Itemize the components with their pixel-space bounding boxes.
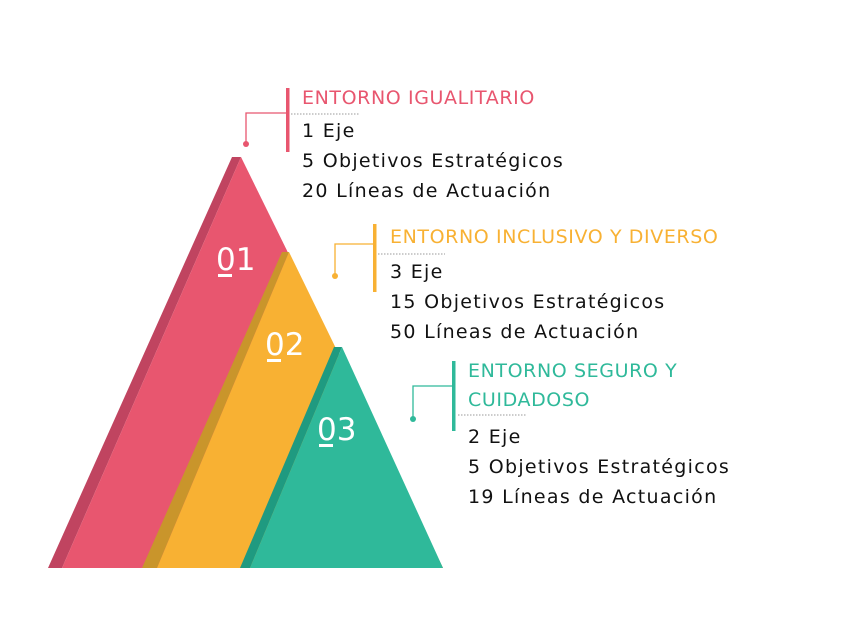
section-2-axes: 3 Eje	[390, 261, 444, 283]
section-title-3-line-2: CUIDADOSO	[468, 389, 591, 411]
number-underline	[319, 444, 333, 447]
section-title-2: ENTORNO INCLUSIVO Y DIVERSO	[390, 226, 719, 248]
callout-connector-2	[332, 224, 445, 292]
pyramid-layer-3	[250, 347, 443, 568]
section-number-1: 01	[216, 242, 255, 278]
pyramid-layer-3-edge	[240, 347, 342, 568]
section-1-objectives: 5 Objetivos Estratégicos	[302, 150, 565, 172]
section-3-action-lines: 19 Líneas de Actuación	[468, 486, 718, 508]
number-underline	[267, 359, 281, 362]
pyramid-layer-1-edge	[48, 157, 241, 568]
section-3-objectives: 5 Objetivos Estratégicos	[468, 456, 731, 478]
section-title-3-line-1: ENTORNO SEGURO Y	[468, 360, 678, 382]
callout-connector-1	[243, 88, 360, 152]
section-2-objectives: 15 Objetivos Estratégicos	[390, 291, 666, 313]
section-number-2: 02	[265, 327, 304, 363]
section-number-3: 03	[317, 412, 356, 448]
section-title-1: ENTORNO IGUALITARIO	[302, 87, 535, 109]
callout-connector-3	[410, 361, 527, 431]
pyramid-layer-2-edge	[142, 252, 289, 568]
number-underline	[218, 274, 232, 277]
section-1-action-lines: 20 Líneas de Actuación	[302, 180, 552, 202]
section-2-action-lines: 50 Líneas de Actuación	[390, 321, 640, 343]
section-3-axes: 2 Eje	[468, 426, 522, 448]
section-1-axes: 1 Eje	[302, 120, 356, 142]
